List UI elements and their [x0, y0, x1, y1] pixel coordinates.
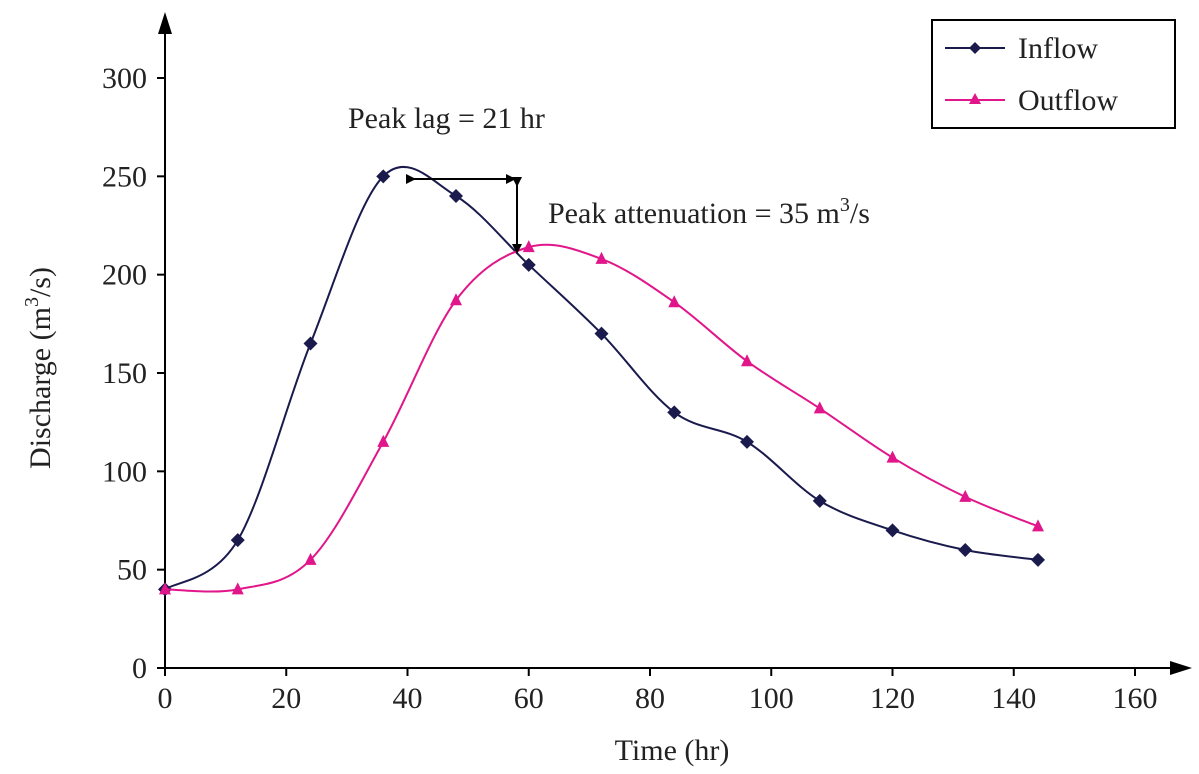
outflow-data-point [959, 489, 972, 502]
y-tick-label: 50 [117, 554, 147, 587]
outflow-data-point [304, 552, 317, 565]
inflow-data-point [667, 405, 682, 420]
y-tick-label: 100 [102, 455, 147, 488]
x-tick-label: 120 [870, 682, 915, 715]
x-tick-label: 100 [749, 682, 794, 715]
y-axis-title-main: Discharge (m [24, 307, 57, 469]
x-tick-label: 60 [514, 682, 544, 715]
x-tick-label: 0 [158, 682, 173, 715]
outflow-data-point [741, 354, 753, 367]
y-tick-label: 200 [102, 259, 147, 292]
axis-ticks: 0 20 40 60 80 100 120 140 160 0 50 100 150 200 250 300 [102, 62, 1158, 715]
outflow-data-point [159, 582, 171, 595]
inflow-data-point [812, 493, 827, 508]
y-tick-label: 150 [102, 357, 147, 390]
legend-outflow-label: Outflow [1018, 84, 1118, 117]
legend: Inflow Outflow [931, 19, 1176, 129]
peak-attenuation-label: Peak attenuation = 35 m3/s [548, 194, 870, 230]
inflow-data-point [740, 434, 754, 449]
inflow-data-point [230, 533, 245, 548]
x-tick-label: 160 [1113, 682, 1158, 715]
legend-inflow-marker [969, 42, 981, 54]
outflow-data-point [813, 401, 826, 414]
inflow-data-point [449, 189, 463, 203]
peak-attenuation-main: Peak attenuation = 35 m [548, 197, 840, 230]
outflow-series-line [164, 243, 1039, 593]
x-tick-label: 80 [635, 682, 665, 715]
outflow-data-point [595, 251, 608, 264]
outflow-data-point [1032, 519, 1044, 532]
inflow-data-point [303, 336, 318, 351]
inflow-data-point [1031, 552, 1045, 567]
outflow-data-point [522, 240, 535, 253]
x-tick-label: 40 [393, 682, 423, 715]
outflow-data-point [668, 295, 681, 308]
inflow-series-line [164, 165, 1039, 591]
outflow-data-point [450, 293, 462, 306]
inflow-data-point [958, 543, 973, 557]
inflow-data-point [885, 523, 900, 538]
outflow-data-point [886, 450, 899, 463]
legend-box [931, 19, 1176, 129]
inflow-data-point [594, 326, 609, 341]
peak-attenuation-end: /s [850, 197, 870, 230]
outflow-data-point [231, 582, 244, 595]
x-tick-label: 20 [271, 682, 301, 715]
peak-lag-label: Peak lag = 21 hr [348, 102, 545, 135]
inflow-data-point [376, 169, 391, 184]
y-axis-title-sup: 3 [21, 297, 43, 307]
y-tick-label: 0 [132, 652, 147, 685]
series-layer [158, 165, 1045, 597]
y-axis-arrow [158, 12, 172, 34]
x-axis-title: Time (hr) [615, 734, 730, 767]
inflow-data-point [521, 257, 536, 272]
y-axis-title: Discharge (m3/s) [21, 267, 57, 469]
x-axis-arrow [1170, 661, 1192, 675]
y-axis-title-end: /s) [24, 267, 57, 297]
legend-inflow-label: Inflow [1018, 32, 1098, 65]
peak-attenuation-sup: 3 [840, 194, 850, 216]
y-tick-label: 300 [102, 62, 147, 95]
legend-outflow-marker [969, 93, 981, 104]
y-tick-label: 250 [102, 160, 147, 193]
outflow-data-point [377, 434, 390, 447]
x-tick-label: 140 [991, 682, 1036, 715]
